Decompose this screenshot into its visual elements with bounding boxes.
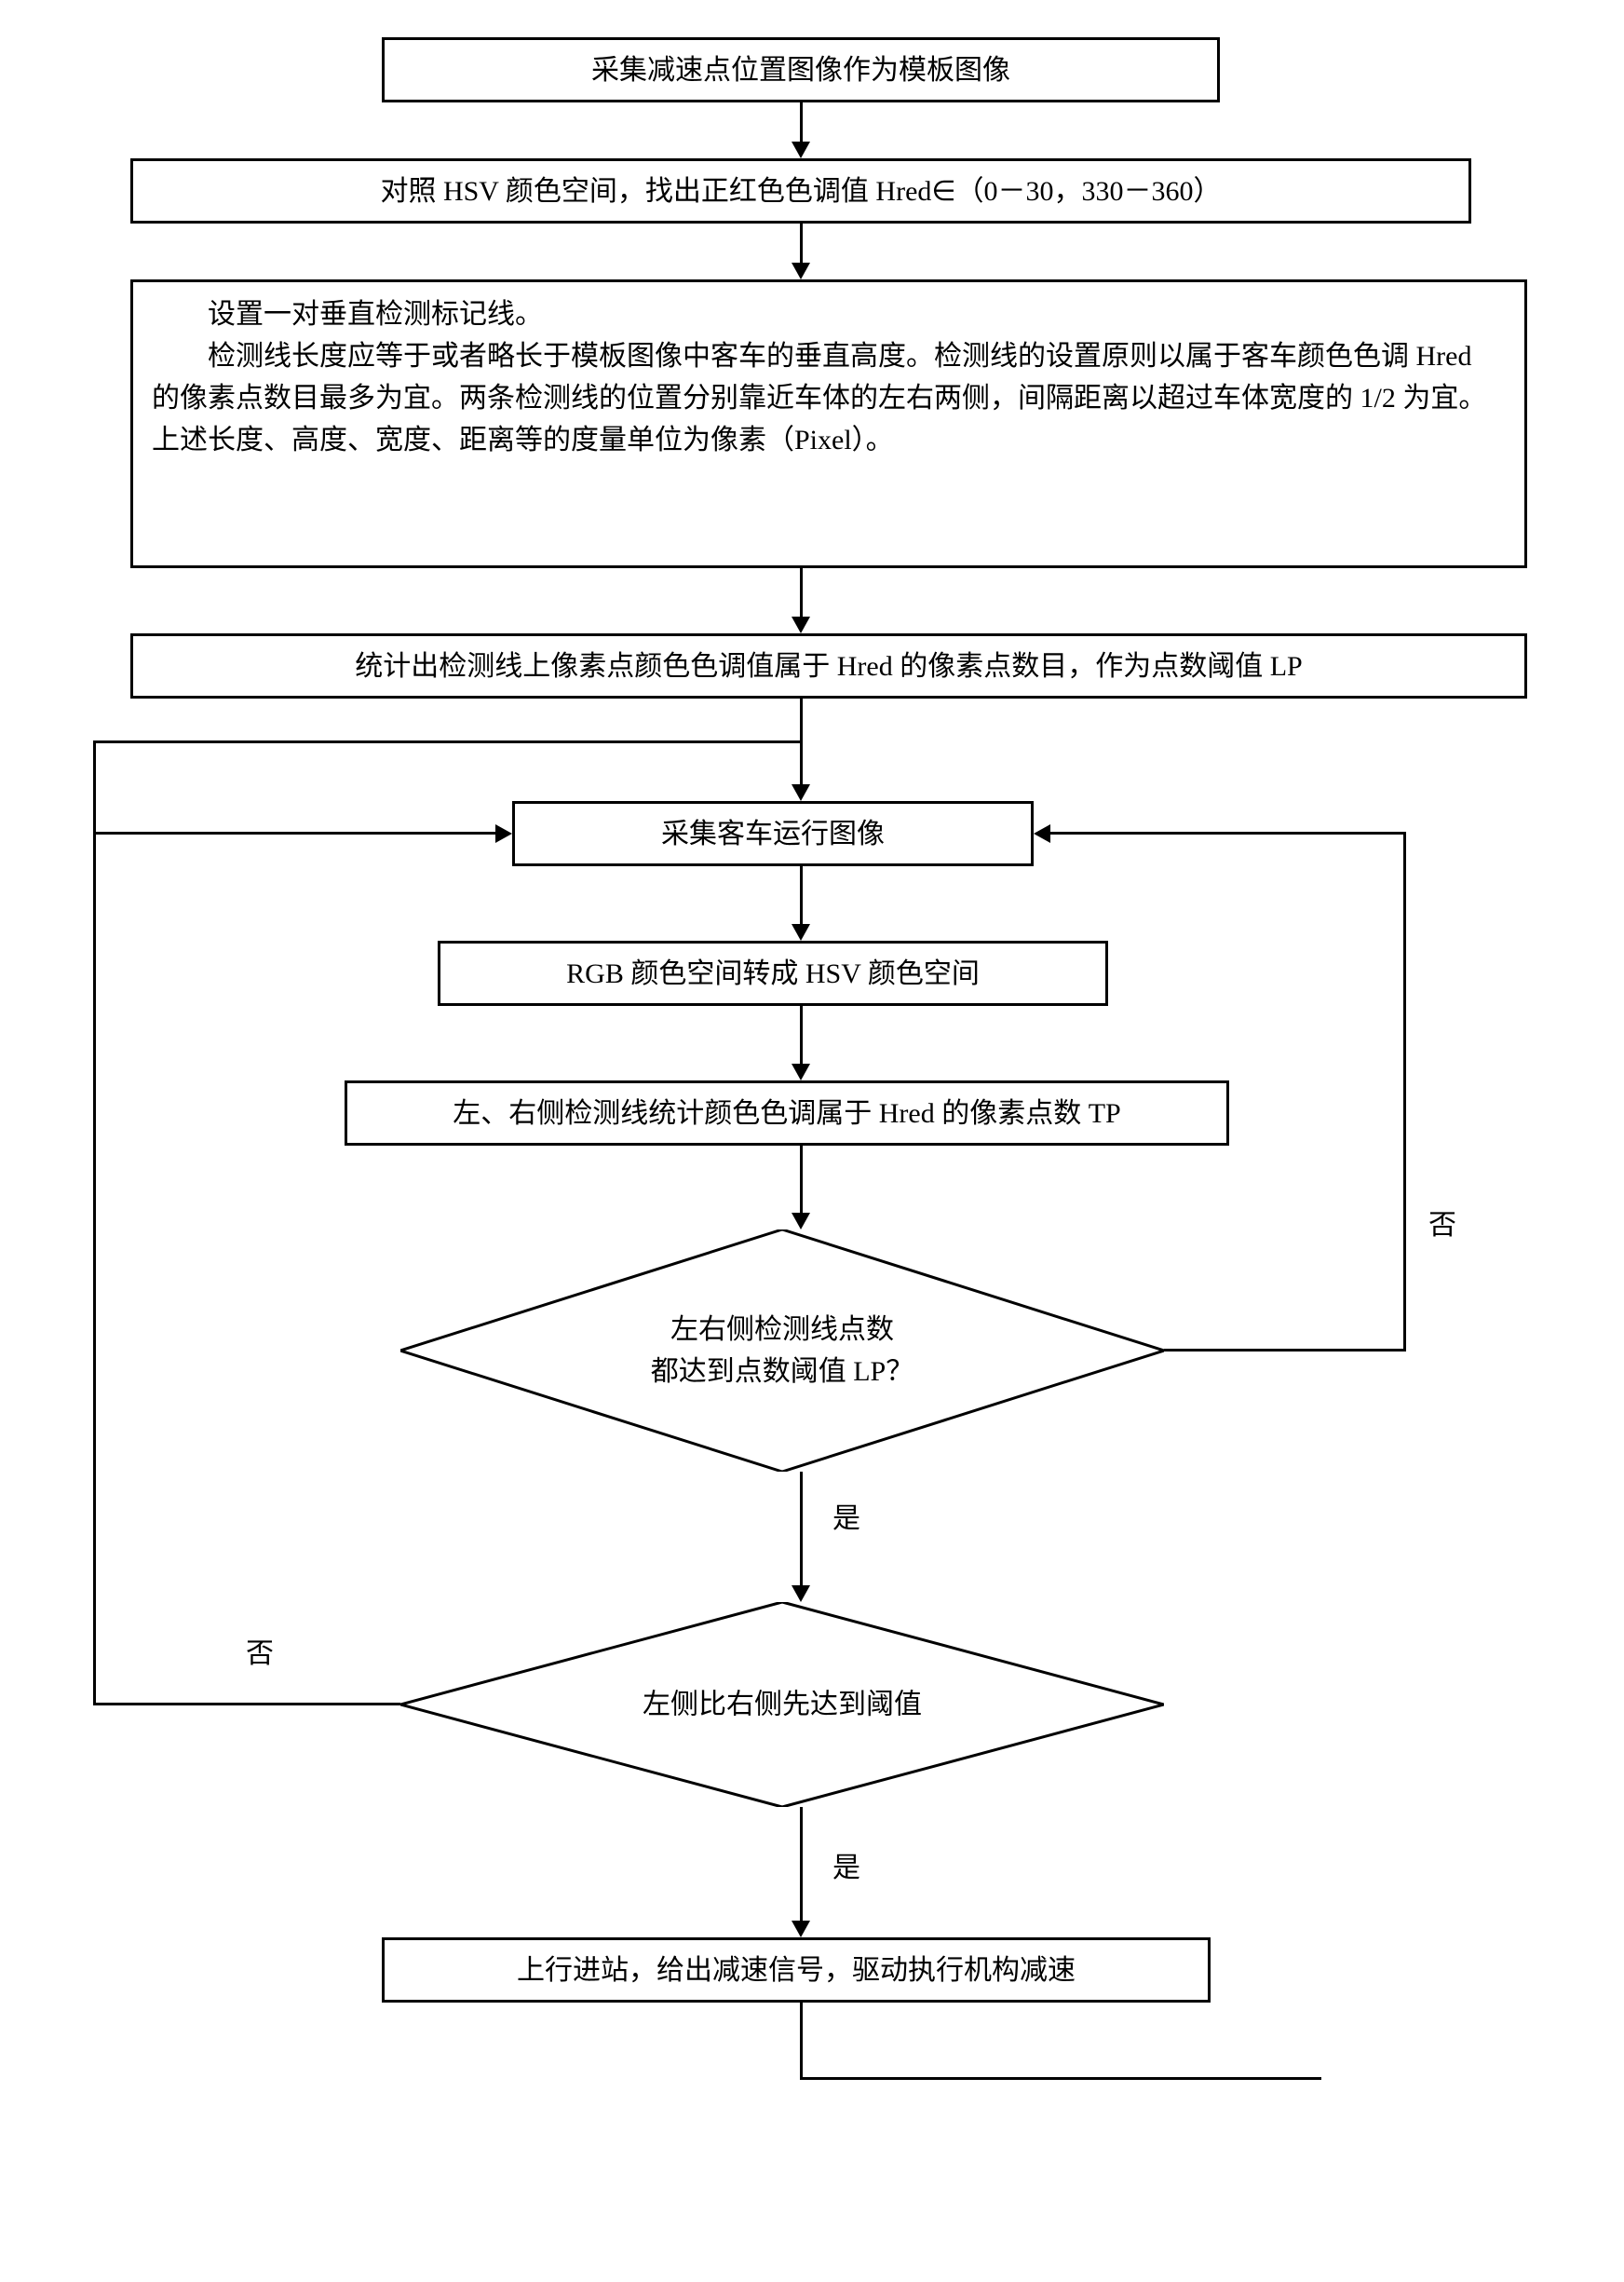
node-line: 设置一对垂直检测标记线。 [152, 293, 1506, 335]
node-text: 统计出检测线上像素点颜色色调值属于 Hred 的像素点数目，作为点数阈值 LP [355, 645, 1302, 687]
edge [800, 1006, 803, 1064]
decision-line: 都达到点数阈值 LP？ [651, 1356, 914, 1387]
node-multiline-content: 设置一对垂直检测标记线。 检测线长度应等于或者略长于模板图像中客车的垂直高度。检… [152, 293, 1506, 461]
node-output-signal: 上行进站，给出减速信号，驱动执行机构减速 [382, 1937, 1211, 2003]
arrowhead-icon [792, 142, 810, 158]
arrowhead-icon [792, 1213, 810, 1229]
decision-threshold-reached: 左右侧检测线点数 都达到点数阈值 LP？ [400, 1229, 1164, 1472]
arrowhead-icon [792, 1585, 810, 1602]
edge [1164, 1349, 1406, 1352]
edge [800, 224, 803, 263]
edge [1403, 834, 1406, 1352]
edge [800, 2003, 803, 2077]
edge [1050, 832, 1406, 835]
node-hsv-red: 对照 HSV 颜色空间，找出正红色色调值 Hred∈（0－30，330－360） [130, 158, 1471, 224]
node-text: RGB 颜色空间转成 HSV 颜色空间 [566, 953, 980, 995]
edge [800, 1472, 803, 1585]
edge [800, 1146, 803, 1213]
node-template-image: 采集减速点位置图像作为模板图像 [382, 37, 1220, 102]
edge [800, 568, 803, 617]
decision-left-first: 左侧比右侧先达到阈值 [400, 1602, 1164, 1807]
node-threshold-lp: 统计出检测线上像素点颜色色调值属于 Hred 的像素点数目，作为点数阈值 LP [130, 633, 1527, 699]
node-text: 采集客车运行图像 [661, 813, 885, 855]
node-detection-lines: 设置一对垂直检测标记线。 检测线长度应等于或者略长于模板图像中客车的垂直高度。检… [130, 279, 1527, 568]
decision-text: 左侧比右侧先达到阈值 [477, 1684, 1088, 1726]
node-count-tp: 左、右侧检测线统计颜色色调属于 Hred 的像素点数 TP [345, 1080, 1229, 1146]
edge [800, 102, 803, 142]
edge [93, 832, 495, 835]
node-text: 对照 HSV 颜色空间，找出正红色色调值 Hred∈（0－30，330－360） [380, 170, 1221, 212]
decision-text: 左右侧检测线点数 都达到点数阈值 LP？ [477, 1309, 1088, 1392]
node-text: 上行进站，给出减速信号，驱动执行机构减速 [517, 1949, 1076, 1991]
node-text: 左、右侧检测线统计颜色色调属于 Hred 的像素点数 TP [453, 1093, 1120, 1134]
arrowhead-icon [792, 924, 810, 941]
node-line: 检测线长度应等于或者略长于模板图像中客车的垂直高度。检测线的设置原则以属于客车颜… [152, 335, 1506, 461]
edge-label-yes: 是 [829, 1495, 864, 1536]
arrowhead-icon [792, 1064, 810, 1080]
edge [93, 1703, 400, 1705]
edge-label-no: 否 [242, 1630, 277, 1671]
edge-label-no: 否 [1425, 1202, 1460, 1243]
decision-line: 左侧比右侧先达到阈值 [643, 1690, 922, 1720]
arrowhead-icon [495, 824, 512, 843]
edge [800, 866, 803, 924]
node-capture-running: 采集客车运行图像 [512, 801, 1034, 866]
decision-line: 左右侧检测线点数 [670, 1314, 894, 1345]
arrowhead-icon [792, 784, 810, 801]
arrowhead-icon [1034, 824, 1050, 843]
edge [800, 2077, 1321, 2080]
arrowhead-icon [792, 617, 810, 633]
flowchart-canvas: 采集减速点位置图像作为模板图像 对照 HSV 颜色空间，找出正红色色调值 Hre… [37, 37, 1587, 2245]
edge [800, 1807, 803, 1921]
edge [93, 740, 96, 1705]
edge [93, 740, 803, 743]
arrowhead-icon [792, 263, 810, 279]
node-rgb-to-hsv: RGB 颜色空间转成 HSV 颜色空间 [438, 941, 1108, 1006]
edge-label-yes: 是 [829, 1844, 864, 1885]
node-text: 采集减速点位置图像作为模板图像 [591, 49, 1010, 91]
arrowhead-icon [792, 1921, 810, 1937]
